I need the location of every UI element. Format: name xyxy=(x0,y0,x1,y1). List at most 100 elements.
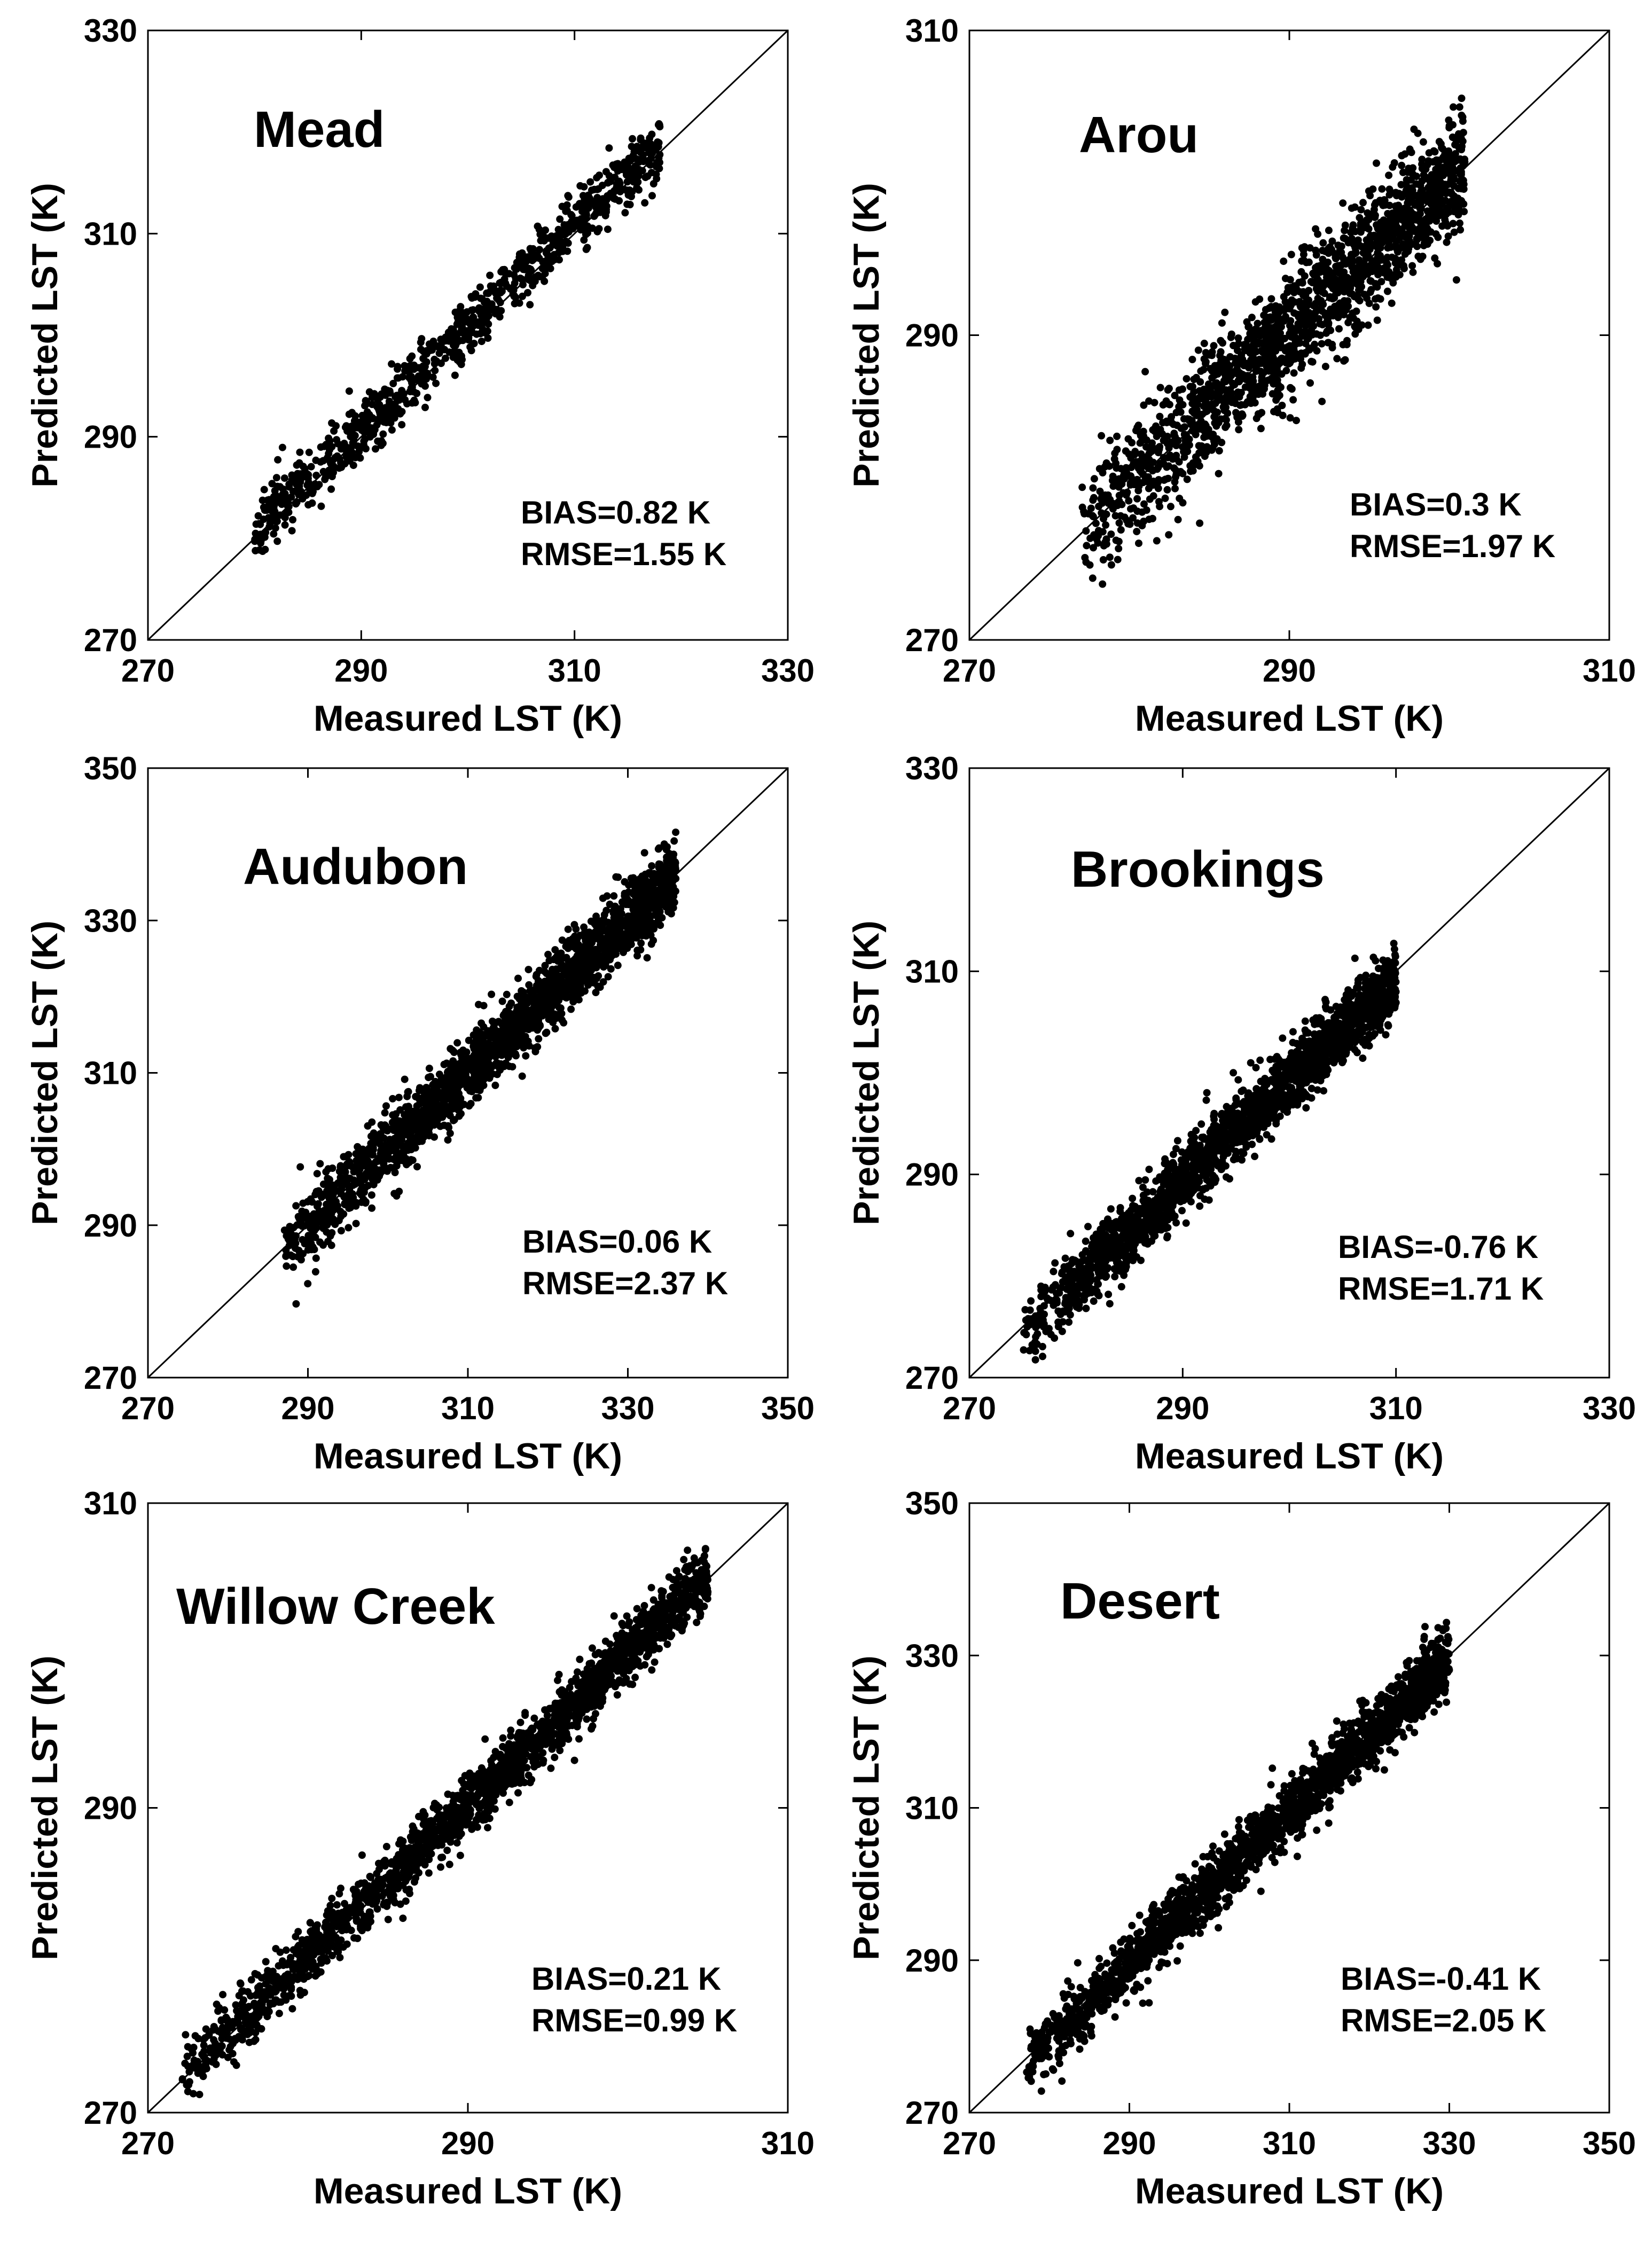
data-point xyxy=(393,374,401,382)
data-point xyxy=(285,509,293,517)
data-point xyxy=(1278,370,1286,378)
data-point xyxy=(601,212,609,220)
data-point xyxy=(1246,393,1254,401)
data-point xyxy=(336,1162,345,1170)
data-point xyxy=(1174,515,1182,523)
data-point xyxy=(441,346,449,354)
data-point xyxy=(440,1089,448,1097)
data-point xyxy=(647,169,655,177)
data-point xyxy=(1112,536,1120,544)
data-point xyxy=(519,280,527,288)
data-point xyxy=(1290,369,1298,377)
data-point xyxy=(304,1280,312,1288)
data-point xyxy=(420,1133,428,1141)
data-point xyxy=(1208,446,1216,454)
data-point xyxy=(1236,369,1244,377)
data-point xyxy=(526,301,534,309)
data-point xyxy=(381,1109,389,1117)
data-point xyxy=(1202,358,1210,366)
data-point xyxy=(1458,95,1466,102)
data-point xyxy=(313,1170,321,1178)
data-point xyxy=(515,299,523,307)
data-point xyxy=(522,264,530,272)
data-point xyxy=(490,282,498,290)
data-point xyxy=(1351,955,1359,962)
data-point xyxy=(425,1074,433,1082)
data-point xyxy=(1297,268,1305,276)
data-point xyxy=(573,218,581,226)
data-point xyxy=(580,236,588,244)
data-point xyxy=(1099,469,1107,476)
data-point xyxy=(1243,362,1251,370)
data-point xyxy=(592,202,600,210)
data-point xyxy=(1186,382,1194,390)
data-point xyxy=(1423,161,1431,169)
data-point xyxy=(1325,319,1333,327)
data-point xyxy=(605,144,613,152)
data-point xyxy=(531,273,539,281)
data-point xyxy=(373,1166,381,1174)
x-axis-label: Measured LST (K) xyxy=(1135,698,1444,739)
data-point xyxy=(1308,331,1316,339)
data-point xyxy=(1457,170,1465,178)
data-point xyxy=(1235,426,1243,434)
data-point xyxy=(408,383,416,391)
y-tick-label: 330 xyxy=(84,13,137,49)
data-point xyxy=(449,1057,457,1065)
data-point xyxy=(593,958,601,966)
data-point xyxy=(581,928,589,936)
data-point xyxy=(1409,268,1417,276)
data-point xyxy=(625,154,633,162)
data-point xyxy=(607,965,615,973)
data-point xyxy=(630,926,638,934)
data-point xyxy=(1290,288,1298,296)
data-point xyxy=(457,303,465,311)
data-point xyxy=(1249,373,1257,381)
data-point xyxy=(1408,262,1416,270)
data-point xyxy=(1396,271,1404,279)
data-point xyxy=(524,273,532,282)
data-point xyxy=(1250,346,1258,354)
data-point xyxy=(1307,357,1316,365)
data-point xyxy=(390,1125,398,1133)
data-point xyxy=(326,1232,334,1240)
data-point xyxy=(1290,354,1298,362)
data-point xyxy=(1114,502,1122,510)
y-tick-label: 350 xyxy=(84,750,137,786)
data-point xyxy=(315,481,323,489)
data-point xyxy=(1192,431,1200,439)
data-point xyxy=(593,174,601,182)
data-point xyxy=(1372,257,1380,265)
data-point xyxy=(261,545,269,553)
data-point xyxy=(1415,200,1423,208)
data-point xyxy=(1364,209,1372,217)
data-point xyxy=(672,828,680,836)
data-point xyxy=(580,183,588,191)
data-point xyxy=(1455,144,1463,152)
data-point xyxy=(1418,155,1426,163)
data-point xyxy=(1455,201,1463,209)
y-axis-label: Predicted LST (K) xyxy=(25,183,65,488)
data-point xyxy=(1374,294,1382,302)
data-point xyxy=(1279,411,1287,419)
data-point xyxy=(629,890,637,898)
data-point xyxy=(1110,455,1118,463)
data-point xyxy=(383,1167,391,1175)
data-point xyxy=(350,1167,358,1175)
data-point xyxy=(582,245,590,253)
data-point xyxy=(377,415,385,423)
data-point xyxy=(1234,334,1242,342)
data-point xyxy=(1111,512,1119,520)
data-point xyxy=(394,1140,402,1148)
data-point xyxy=(1092,519,1100,527)
data-point xyxy=(321,469,329,477)
bias-stat: BIAS=0.82 K xyxy=(521,495,710,530)
data-point xyxy=(356,454,364,462)
data-point xyxy=(581,201,589,209)
data-point xyxy=(337,1227,345,1234)
data-point xyxy=(492,1059,500,1067)
data-point xyxy=(1165,385,1173,393)
data-point xyxy=(1177,408,1185,416)
data-point xyxy=(414,372,422,380)
data-point xyxy=(1163,419,1171,427)
